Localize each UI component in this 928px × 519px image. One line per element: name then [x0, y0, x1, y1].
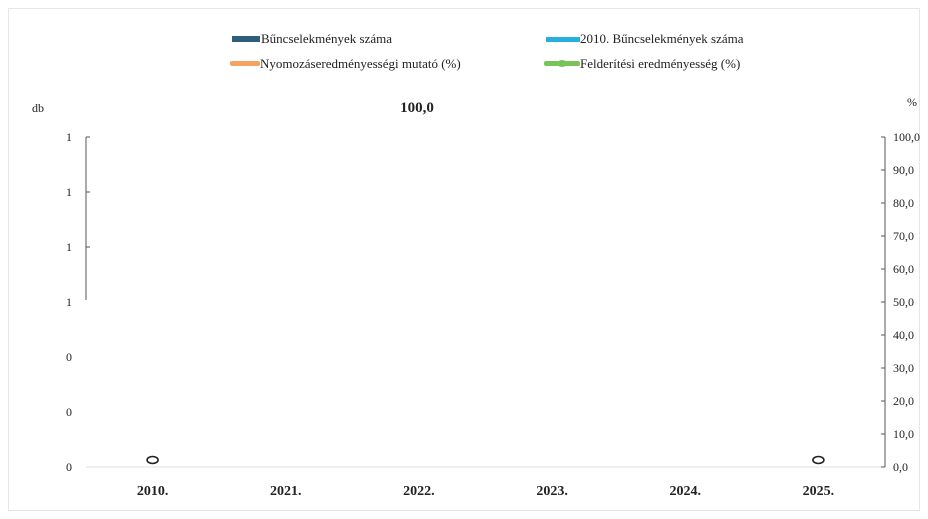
legend-swatch-2: [230, 61, 260, 66]
category-label: 2021.: [270, 484, 302, 499]
left-axis-ticks: 0 0 0 1 1 1 1: [66, 130, 90, 474]
right-tick-label: 40,0: [893, 328, 914, 342]
left-axis-label: db: [32, 101, 44, 115]
category-label: 2022.: [403, 484, 435, 499]
legend-swatch-0: [232, 36, 260, 42]
right-axis-label: %: [907, 95, 917, 109]
right-tick-label: 30,0: [893, 361, 914, 375]
legend-item-0: Bűncselekmények száma: [232, 31, 392, 46]
right-tick-label: 20,0: [893, 394, 914, 408]
left-tick-label: 1: [66, 130, 72, 144]
legend-item-1: 2010. Bűncselekmények száma: [546, 31, 744, 46]
right-axis-ticks: 0,0 10,0 20,0 30,0 40,0 50,0 60,0 70,0 80,0 90,0 1…: [881, 130, 920, 474]
category-label: 2024.: [670, 484, 702, 499]
x-axis-categories: 2010. 2021. 2022. 2023. 2024. 2025.: [137, 484, 834, 499]
chart-title: 100,0: [400, 100, 434, 116]
chart-frame: [8, 8, 920, 511]
legend: Bűncselekmények száma 2010. Bűncselekmén…: [230, 31, 744, 71]
legend-label-2: Nyomozáseredményességi mutató (%): [260, 56, 461, 71]
category-label: 2023.: [536, 484, 568, 499]
left-tick-label: 1: [66, 240, 72, 254]
legend-item-3: Felderítési eredményesség (%): [544, 56, 740, 71]
left-tick-label: 1: [66, 185, 72, 199]
data-marks: [146, 455, 825, 465]
legend-marker-3: [557, 60, 567, 67]
right-tick-label: 100,0: [893, 130, 920, 144]
right-tick-label: 80,0: [893, 196, 914, 210]
category-label: 2010.: [137, 484, 169, 499]
category-label: 2025.: [803, 484, 835, 499]
legend-swatch-1: [546, 37, 580, 42]
right-tick-label: 10,0: [893, 427, 914, 441]
right-tick-label: 0,0: [893, 460, 908, 474]
legend-label-3: Felderítési eredményesség (%): [580, 56, 740, 71]
right-tick-label: 60,0: [893, 262, 914, 276]
right-tick-label: 70,0: [893, 229, 914, 243]
legend-label-0: Bűncselekmények száma: [261, 31, 392, 46]
data-marker: [146, 455, 159, 465]
left-tick-label: 0: [66, 405, 72, 419]
left-tick-label: 0: [66, 350, 72, 364]
right-tick-label: 50,0: [893, 295, 914, 309]
legend-item-2: Nyomozáseredményességi mutató (%): [230, 56, 461, 71]
data-marker: [812, 455, 825, 465]
legend-label-1: 2010. Bűncselekmények száma: [580, 31, 744, 46]
right-tick-label: 90,0: [893, 163, 914, 177]
left-tick-label: 0: [66, 460, 72, 474]
left-tick-label: 1: [66, 295, 72, 309]
